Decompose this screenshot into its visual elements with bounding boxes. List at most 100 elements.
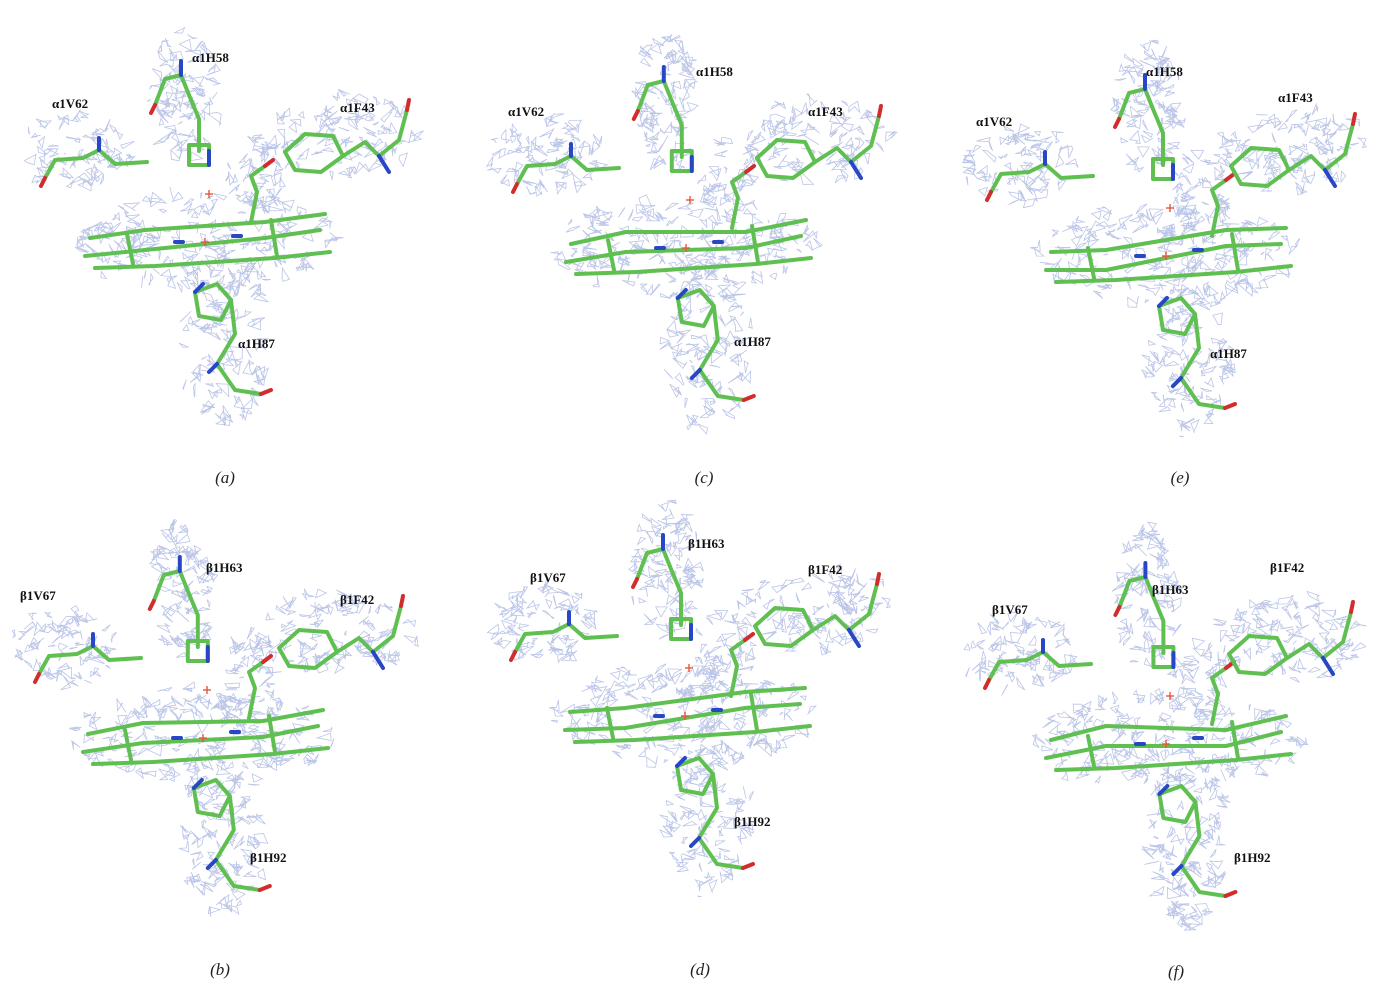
- proximal-histidine-ring: [675, 288, 716, 328]
- heme-ring-stick: [750, 224, 760, 264]
- water-marker: [1162, 740, 1170, 748]
- propionate-stick: [249, 164, 267, 224]
- phenylalanine-oxygen: [405, 98, 411, 112]
- density-mesh: [11, 605, 117, 691]
- label-proximal-histidine: β1H92: [250, 850, 287, 865]
- heme-ring-stick: [749, 692, 759, 732]
- phenylalanine-nitrogen: [849, 160, 863, 180]
- proximal-histidine-nitrogen: [675, 288, 688, 300]
- label-phenylalanine: α1F43: [1278, 90, 1313, 105]
- valine-oxygen-stick: [509, 650, 517, 662]
- heme-ring-stick: [269, 218, 279, 258]
- label-phenylalanine: β1F42: [808, 562, 843, 577]
- proximal-histidine-nitrogen: [689, 368, 702, 380]
- distal-histidine-stick: [1117, 575, 1166, 655]
- distal-histidine-oxygen: [631, 109, 640, 121]
- proximal-histidine-ring: [675, 756, 715, 796]
- heme-ring-stick: [1230, 232, 1240, 272]
- water-marker: [1166, 204, 1174, 212]
- density-mesh: [1166, 637, 1228, 723]
- phenylalanine-ring: [283, 132, 345, 174]
- density-mesh: [225, 134, 287, 214]
- valine-oxygen-stick: [985, 190, 993, 202]
- water-marker: [205, 190, 213, 198]
- proximal-histidine-ring: [1157, 296, 1197, 336]
- phenylalanine-oxygen: [1351, 112, 1357, 126]
- panel-f: β1V67 β1H63 β1F42 β1H92 (f): [924, 492, 1386, 984]
- heme-ring-stick: [1230, 720, 1240, 760]
- label-distal-histidine: α1H58: [1146, 64, 1183, 79]
- proximal-histidine-ring: [193, 282, 233, 322]
- heme-ring-stick: [1054, 752, 1293, 772]
- proximal-histidine-nitrogen: [1157, 296, 1169, 308]
- phenylalanine-oxygen: [399, 594, 405, 608]
- proximal-histidine-nitrogen: [205, 858, 218, 870]
- panel-a: α1V62 α1H58 α1F43 α1H87 (a): [0, 0, 462, 492]
- water-marker: [682, 244, 690, 252]
- density-mesh: [963, 611, 1078, 696]
- propionate-stick: [247, 660, 265, 720]
- label-phenylalanine: β1F42: [340, 592, 375, 607]
- density-mesh: [149, 518, 219, 658]
- heme-ring-stick: [123, 728, 133, 762]
- label-distal-histidine: β1H63: [688, 536, 725, 551]
- label-distal-histidine: α1H58: [696, 64, 733, 79]
- density-mesh: [1141, 753, 1231, 931]
- phenylalanine-oxygen: [1349, 600, 1355, 614]
- molecule-render: [23, 26, 424, 426]
- label-distal-histidine: β1H63: [206, 560, 243, 575]
- heme-ring-stick: [86, 708, 325, 736]
- heme-ring-stick: [1086, 246, 1096, 280]
- water-marker: [1162, 252, 1170, 260]
- label-proximal-histidine: β1H92: [734, 814, 771, 829]
- density-mesh: [23, 109, 137, 192]
- label-phenylalanine: α1F43: [340, 100, 375, 115]
- panel-letter: (c): [694, 468, 714, 487]
- water-marker: [201, 238, 209, 246]
- propionate-oxygen-stick: [263, 158, 275, 168]
- label-distal-valine: β1V67: [992, 602, 1028, 617]
- heme-ring-stick: [1054, 264, 1293, 284]
- label-proximal-histidine: α1H87: [1210, 346, 1247, 361]
- heme-ring-stick: [125, 232, 135, 266]
- proximal-histidine-oxygen: [741, 394, 756, 402]
- propionate-stick: [730, 170, 748, 230]
- proximal-histidine-nitrogen: [193, 282, 205, 294]
- phenylalanine-ring: [1227, 634, 1289, 676]
- panel-c: α1V62 α1H58 α1F43 α1H87 (c): [462, 0, 924, 492]
- label-distal-valine: β1V67: [530, 570, 566, 585]
- proximal-histidine-nitrogen: [675, 756, 687, 768]
- molecule-render: [486, 499, 892, 898]
- propionate-stick: [1210, 178, 1228, 238]
- heme-ring-stick: [93, 250, 332, 270]
- phenylalanine-ring: [755, 138, 817, 180]
- molecule-render: [485, 34, 898, 435]
- distal-histidine-stick: [1117, 87, 1165, 167]
- density-mesh: [486, 578, 598, 664]
- valine-stick: [43, 148, 149, 180]
- molecule-render: [11, 518, 419, 917]
- phenylalanine-oxygen: [877, 104, 883, 118]
- phenylalanine-nitrogen: [847, 628, 861, 648]
- density-mesh: [74, 186, 344, 295]
- heme-ring-stick: [1086, 734, 1096, 768]
- proximal-histidine-oxygen: [1223, 890, 1238, 898]
- phenylalanine-nitrogen: [377, 154, 391, 174]
- density-mesh: [961, 123, 1079, 209]
- valine-oxygen-stick: [983, 678, 991, 690]
- distal-histidine-stick: [635, 79, 684, 159]
- heme-ring-stick: [573, 724, 812, 744]
- label-distal-valine: α1V62: [976, 114, 1013, 129]
- phenylalanine-nitrogen: [371, 650, 385, 670]
- label-proximal-histidine: α1H87: [238, 336, 275, 351]
- valine-stick: [987, 650, 1093, 682]
- distal-histidine-stick: [635, 547, 683, 627]
- panel-letter: (f): [1167, 962, 1185, 981]
- density-mesh: [1111, 521, 1185, 667]
- proximal-histidine-nitrogen: [1157, 784, 1170, 796]
- density-mesh: [1171, 149, 1231, 231]
- heme-ring-stick: [574, 256, 813, 276]
- proximal-histidine-nitrogen: [1171, 376, 1183, 388]
- density-mesh: [1213, 102, 1368, 196]
